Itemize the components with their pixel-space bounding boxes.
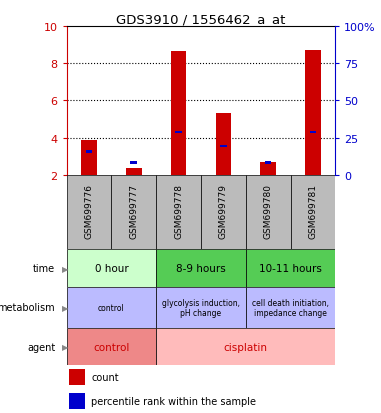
Bar	[67, 250, 156, 287]
Bar	[69, 393, 85, 409]
Text: cisplatin: cisplatin	[224, 342, 268, 352]
Text: control: control	[98, 303, 125, 312]
Bar	[305, 51, 321, 176]
Title: GDS3910 / 1556462_a_at: GDS3910 / 1556462_a_at	[116, 13, 286, 26]
Bar	[156, 250, 246, 287]
Bar	[156, 328, 335, 366]
Bar	[216, 114, 231, 176]
Bar	[246, 287, 335, 328]
Bar	[69, 369, 85, 385]
Bar	[290, 176, 335, 250]
Bar	[171, 52, 186, 176]
Bar	[309, 131, 316, 134]
Bar	[201, 176, 246, 250]
Bar	[246, 176, 290, 250]
Text: count: count	[91, 373, 119, 382]
Text: time: time	[33, 263, 55, 273]
Text: agent: agent	[27, 342, 55, 352]
Text: control: control	[93, 342, 130, 352]
Bar	[81, 140, 97, 176]
Text: percentile rank within the sample: percentile rank within the sample	[91, 396, 256, 406]
Bar	[260, 163, 276, 176]
Text: glycolysis induction,
pH change: glycolysis induction, pH change	[162, 298, 240, 317]
Text: 0 hour: 0 hour	[94, 263, 128, 273]
Bar	[86, 151, 93, 154]
Text: GSM699781: GSM699781	[308, 184, 317, 239]
Bar	[156, 176, 201, 250]
Text: cell death initiation,
impedance change: cell death initiation, impedance change	[252, 298, 329, 317]
Bar	[111, 176, 156, 250]
Bar	[67, 287, 156, 328]
Bar	[67, 328, 156, 366]
Text: metabolism: metabolism	[0, 303, 55, 313]
Text: ▶: ▶	[61, 342, 68, 351]
Bar	[175, 131, 182, 134]
Text: ▶: ▶	[61, 303, 68, 312]
Text: GSM699778: GSM699778	[174, 184, 183, 239]
Text: ▶: ▶	[61, 264, 68, 273]
Text: 8-9 hours: 8-9 hours	[176, 263, 226, 273]
Text: GSM699780: GSM699780	[264, 184, 273, 239]
Bar	[220, 145, 227, 148]
Bar	[265, 162, 272, 165]
Bar	[126, 169, 142, 176]
Text: GSM699776: GSM699776	[85, 184, 94, 239]
Bar	[67, 176, 112, 250]
Bar	[156, 287, 246, 328]
Bar	[130, 162, 137, 165]
Text: GSM699777: GSM699777	[129, 184, 138, 239]
Text: GSM699779: GSM699779	[219, 184, 228, 239]
Bar	[246, 250, 335, 287]
Text: 10-11 hours: 10-11 hours	[259, 263, 322, 273]
